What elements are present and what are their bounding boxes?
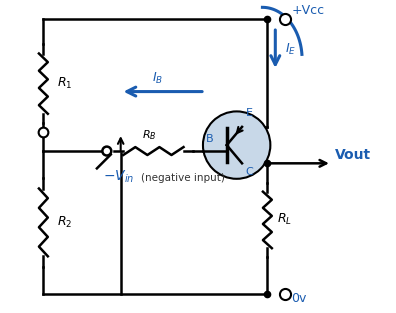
Text: (negative input): (negative input)	[141, 173, 225, 183]
Text: $I_E$: $I_E$	[285, 41, 297, 57]
Text: +Vcc: +Vcc	[291, 4, 324, 17]
Text: Vout: Vout	[335, 148, 371, 162]
Text: $I_B$: $I_B$	[152, 71, 163, 86]
Circle shape	[203, 111, 270, 179]
Text: B: B	[206, 134, 213, 144]
Text: $R_B$: $R_B$	[142, 128, 156, 142]
Text: $R_2$: $R_2$	[57, 215, 72, 230]
Text: $R_1$: $R_1$	[57, 76, 73, 91]
Circle shape	[102, 146, 111, 156]
Text: $-V_{in}$: $-V_{in}$	[103, 169, 134, 185]
Text: $R_L$: $R_L$	[277, 213, 292, 228]
Text: C: C	[246, 167, 253, 177]
Text: 0v: 0v	[291, 292, 307, 305]
Text: E: E	[246, 108, 253, 118]
